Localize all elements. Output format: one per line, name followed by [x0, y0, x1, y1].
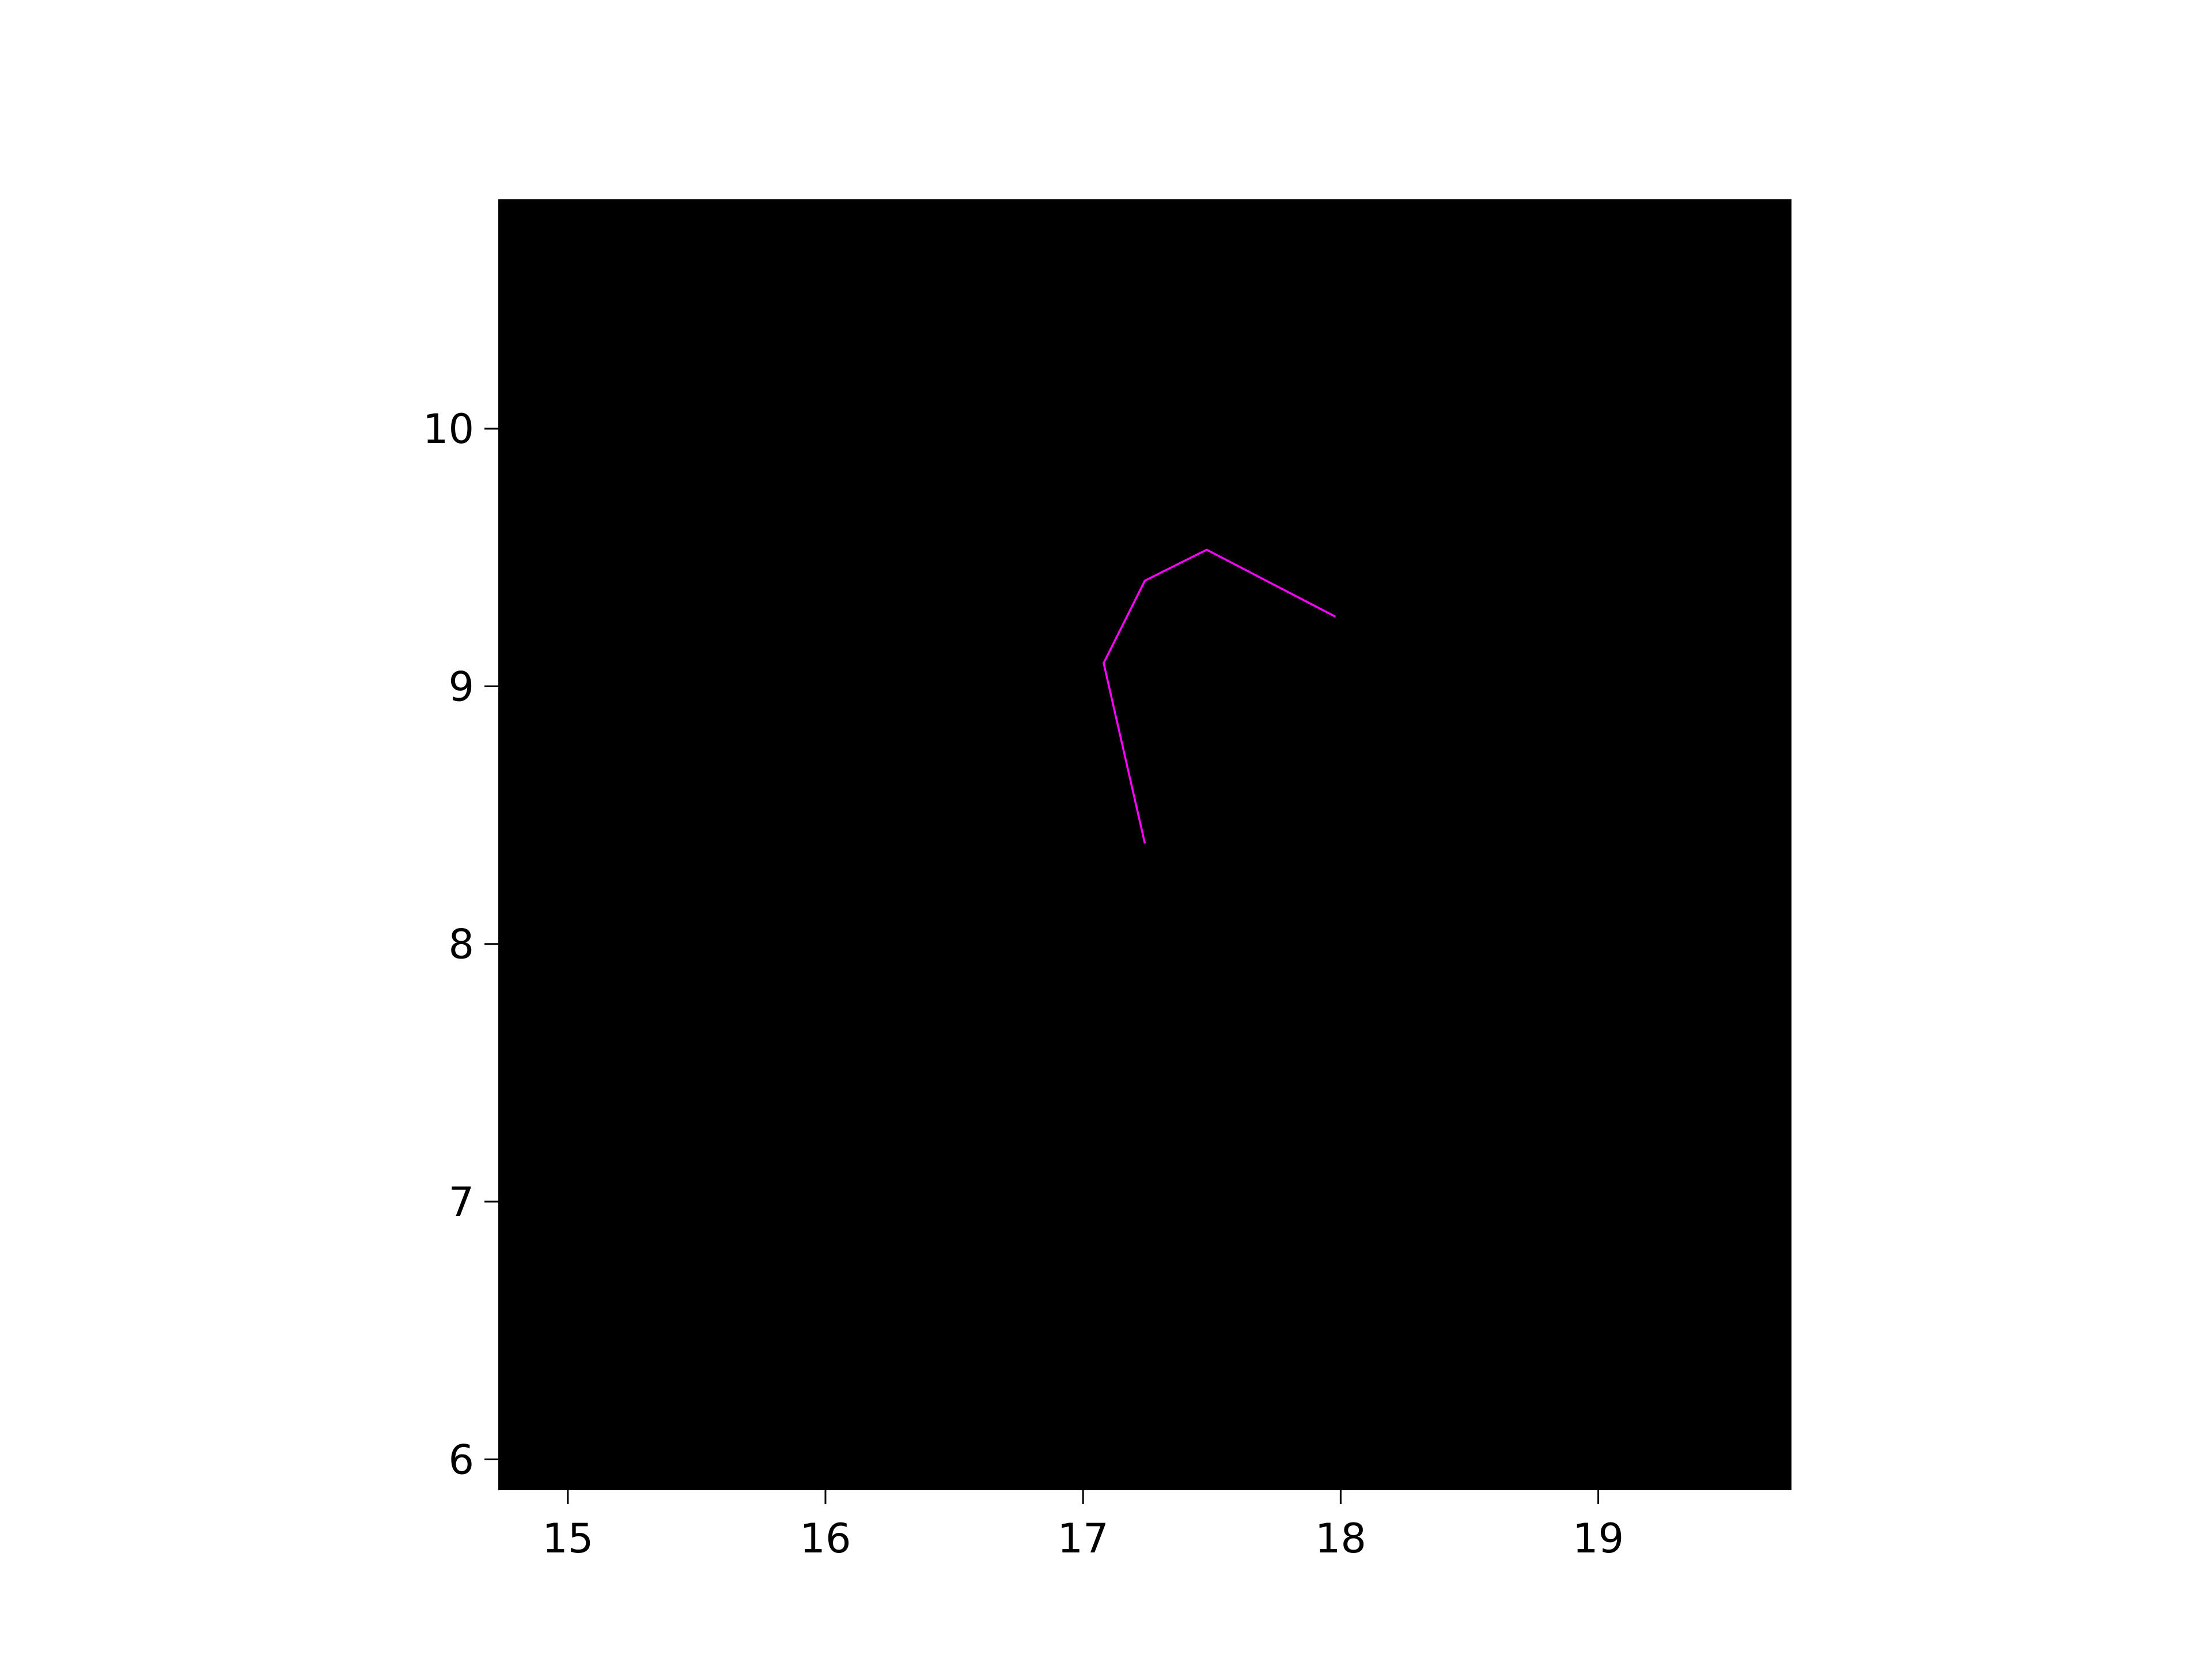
x-tick-label: 19 [1573, 1515, 1624, 1562]
y-tick-label: 8 [448, 921, 474, 968]
y-tick-label: 10 [423, 406, 474, 453]
y-tick-label: 9 [448, 663, 474, 710]
x-axis: 15 16 17 18 19 [542, 1490, 1624, 1562]
plot-area [498, 199, 1791, 1490]
x-tick-label: 15 [542, 1515, 593, 1562]
series-line-0 [1103, 548, 1336, 844]
y-axis: 6 7 8 9 10 [423, 406, 498, 1483]
y-tick-label: 6 [448, 1436, 474, 1483]
x-tick-label: 17 [1058, 1515, 1109, 1562]
series-layer [1103, 548, 1336, 844]
y-tick-label: 7 [448, 1179, 474, 1226]
x-tick-label: 18 [1315, 1515, 1366, 1562]
x-tick-label: 16 [800, 1515, 851, 1562]
